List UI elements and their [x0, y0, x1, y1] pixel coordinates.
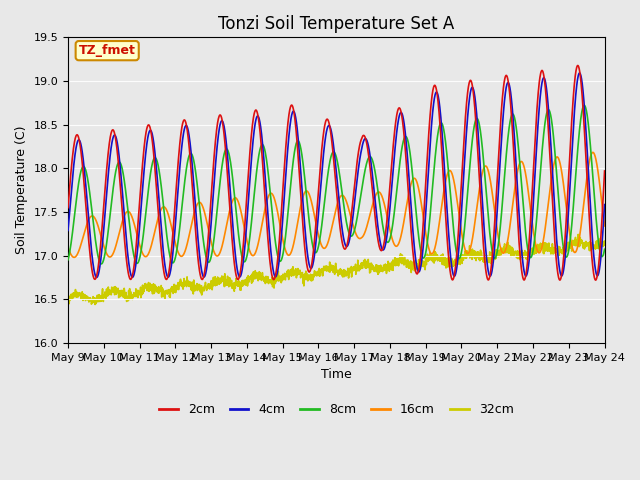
- Text: TZ_fmet: TZ_fmet: [79, 44, 136, 57]
- Y-axis label: Soil Temperature (C): Soil Temperature (C): [15, 126, 28, 254]
- X-axis label: Time: Time: [321, 368, 351, 381]
- Legend: 2cm, 4cm, 8cm, 16cm, 32cm: 2cm, 4cm, 8cm, 16cm, 32cm: [154, 398, 518, 421]
- Title: Tonzi Soil Temperature Set A: Tonzi Soil Temperature Set A: [218, 15, 454, 33]
